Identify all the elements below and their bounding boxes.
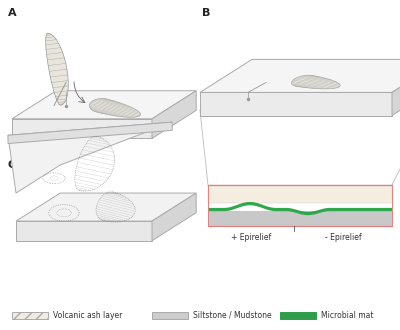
Text: + Epirelief: + Epirelief bbox=[231, 233, 271, 242]
Polygon shape bbox=[8, 122, 172, 144]
Polygon shape bbox=[292, 75, 340, 89]
Polygon shape bbox=[12, 91, 196, 119]
FancyBboxPatch shape bbox=[280, 312, 316, 319]
Polygon shape bbox=[208, 185, 392, 203]
Text: A: A bbox=[8, 8, 17, 18]
Polygon shape bbox=[90, 99, 140, 117]
Polygon shape bbox=[12, 119, 152, 139]
Text: Siltstone / Mudstone: Siltstone / Mudstone bbox=[193, 311, 272, 320]
Polygon shape bbox=[16, 221, 152, 241]
Text: Microbial mat: Microbial mat bbox=[321, 311, 373, 320]
Polygon shape bbox=[16, 193, 196, 221]
Polygon shape bbox=[392, 59, 400, 116]
Polygon shape bbox=[208, 202, 392, 215]
Polygon shape bbox=[152, 193, 196, 241]
Text: - Epirelief: - Epirelief bbox=[325, 233, 361, 242]
Polygon shape bbox=[208, 211, 392, 226]
Polygon shape bbox=[46, 33, 68, 105]
Text: B: B bbox=[202, 8, 210, 18]
FancyBboxPatch shape bbox=[152, 312, 188, 319]
Polygon shape bbox=[8, 122, 172, 193]
Text: C: C bbox=[8, 160, 16, 170]
Polygon shape bbox=[152, 91, 196, 139]
Polygon shape bbox=[200, 92, 392, 115]
FancyBboxPatch shape bbox=[12, 312, 48, 319]
Polygon shape bbox=[200, 59, 400, 92]
Text: Volcanic ash layer: Volcanic ash layer bbox=[53, 311, 122, 320]
